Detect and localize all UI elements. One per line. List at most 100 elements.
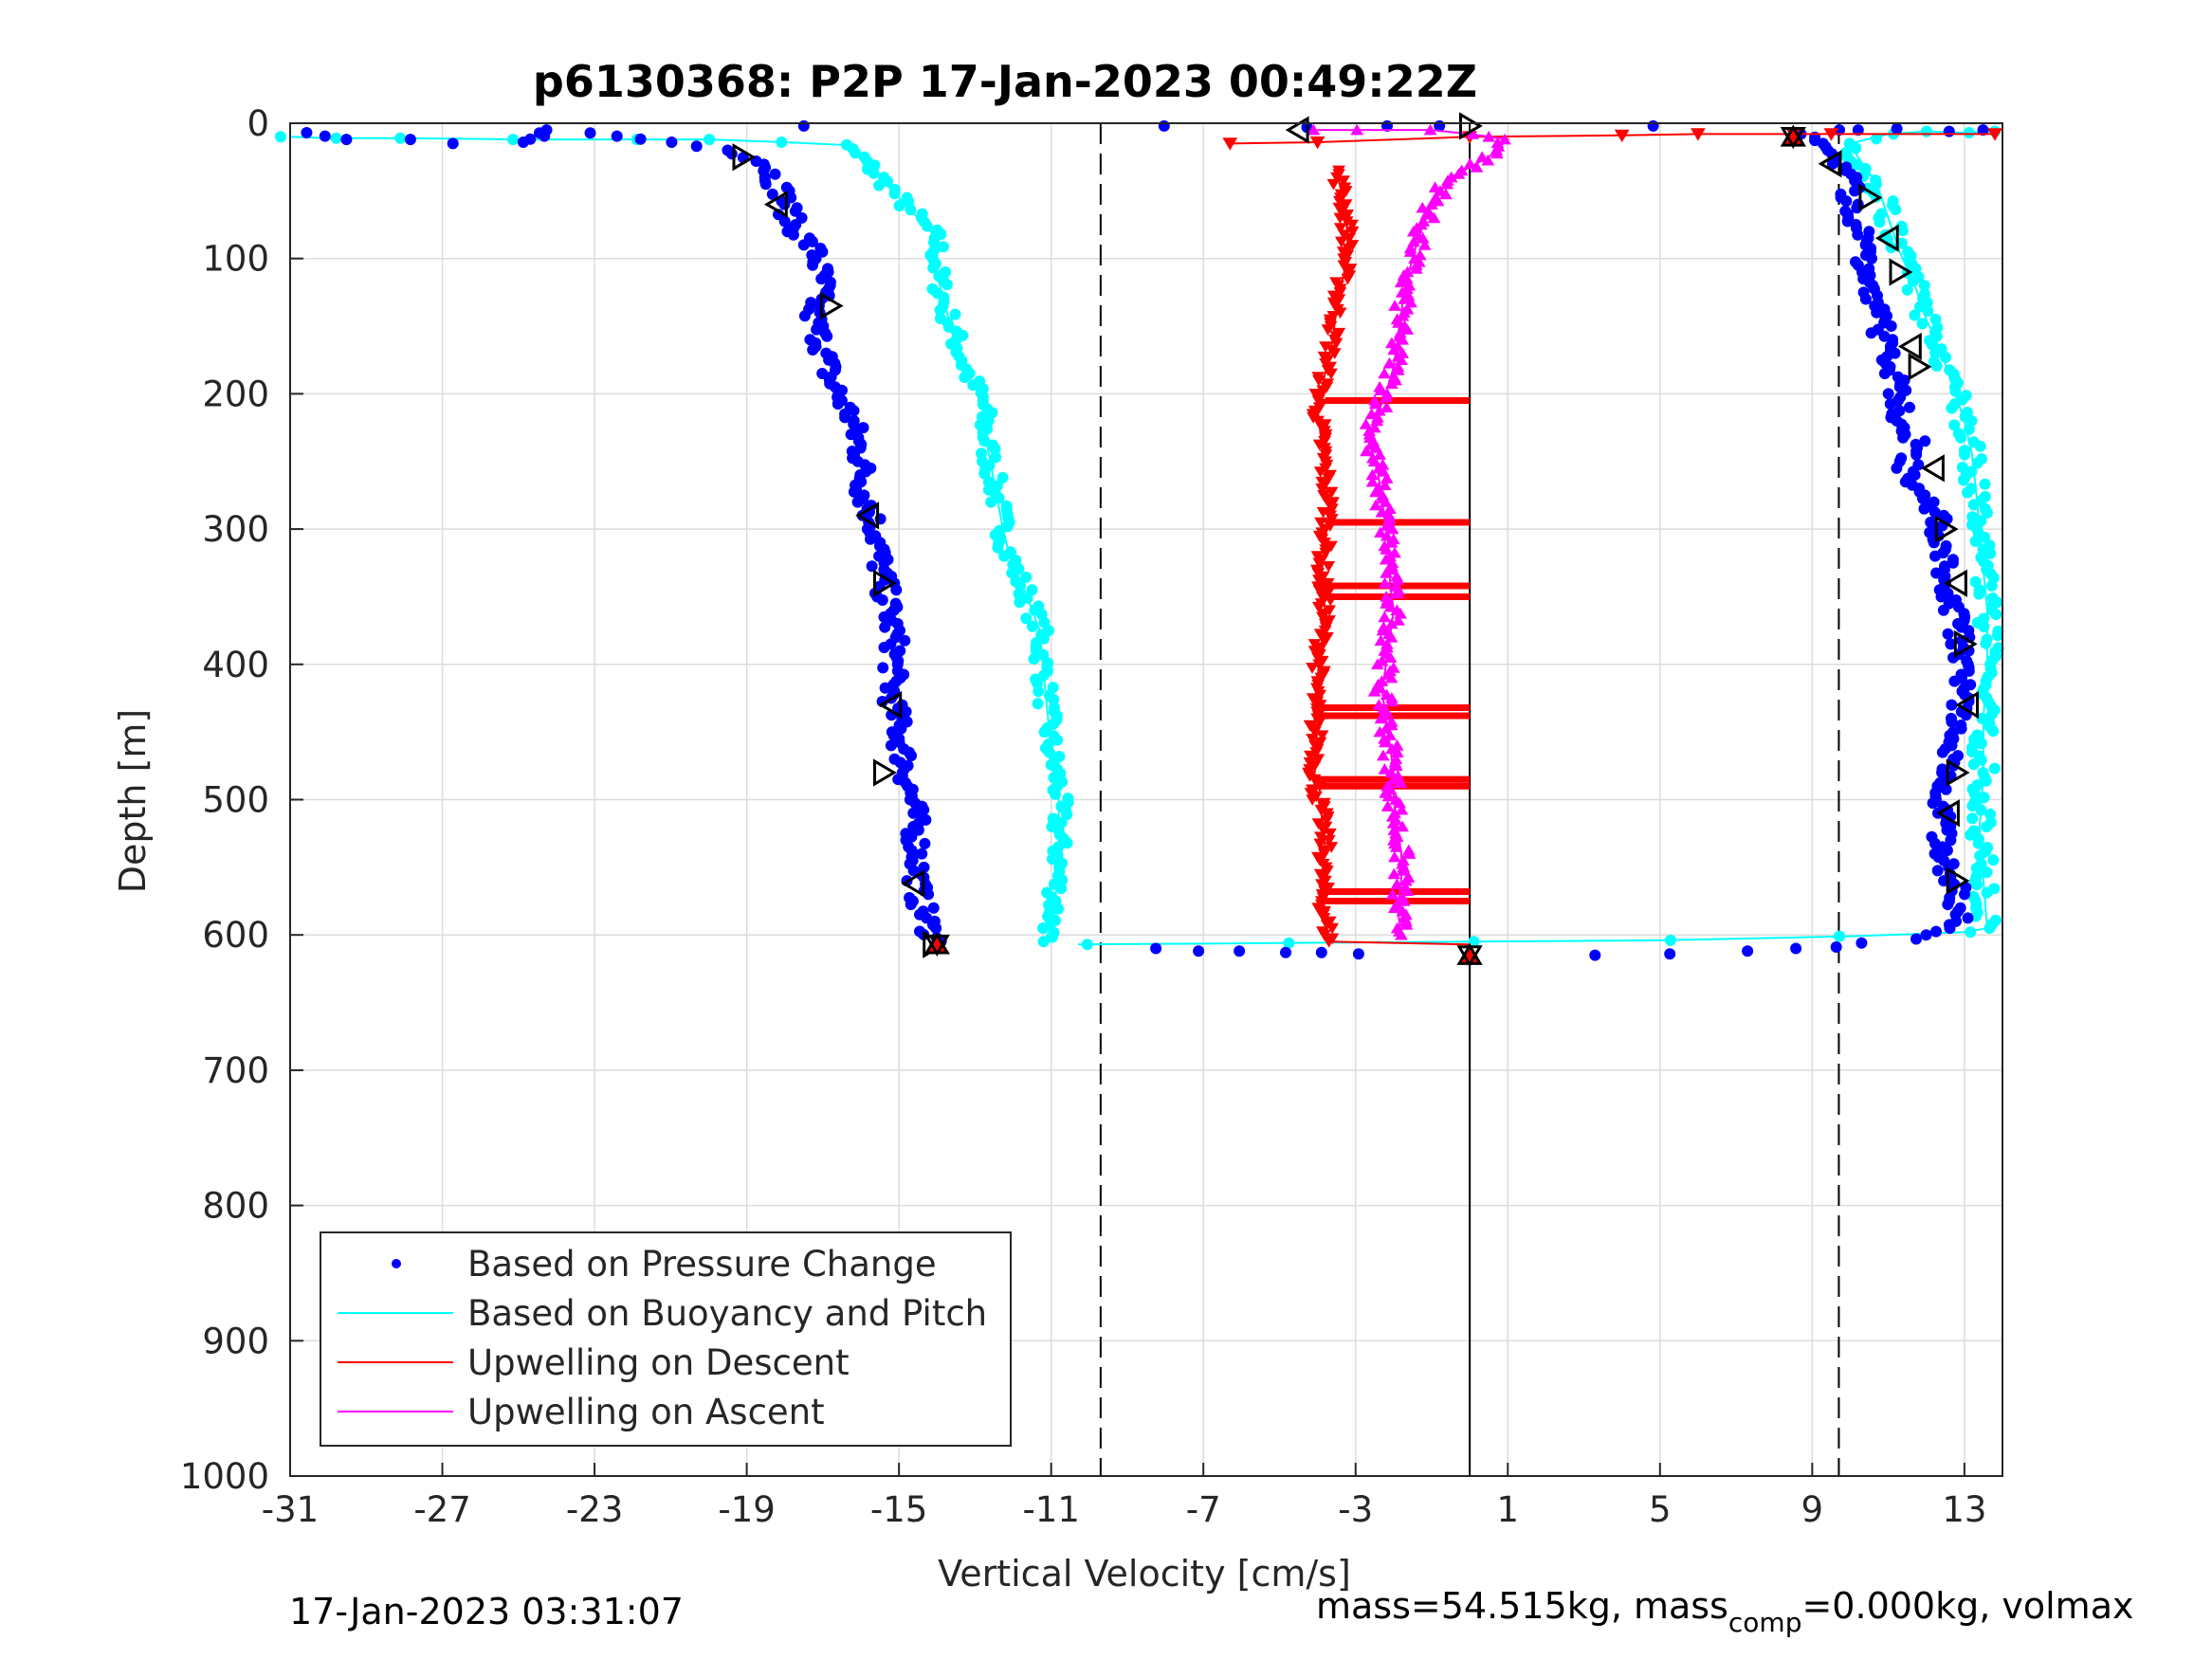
upwelling-ascent-marker: [1391, 364, 1405, 375]
x-tick-label: -23: [566, 1489, 623, 1530]
upwelling-ascent-marker: [1389, 841, 1403, 852]
y-tick-label: 400: [202, 645, 269, 685]
buoyancy-point: [868, 167, 880, 179]
upwelling-ascent-marker: [1396, 333, 1410, 345]
surface-marker-triangle: [1946, 866, 1970, 895]
upwelling-ascent-marker: [1481, 154, 1495, 166]
upwelling-ascent-marker: [1399, 919, 1414, 930]
x-tick-label: 9: [1801, 1489, 1824, 1530]
pressure-point: [1150, 942, 1162, 955]
buoyancy-point: [1982, 842, 1994, 853]
upwelling-ascent-marker: [1374, 384, 1387, 396]
pressure-point: [540, 124, 553, 137]
pressure-point: [301, 127, 313, 138]
pressure-point: [806, 235, 818, 247]
axis-ticks: -31 -27 -23 -19 -15 -11 -7 -3 1 5 9 130100200300400…: [180, 103, 1987, 1530]
upwelling-descent-marker: [1313, 466, 1327, 478]
buoyancy-point: [1967, 890, 1980, 902]
pressure-point: [725, 148, 738, 160]
buoyancy-point: [1026, 620, 1038, 632]
buoyancy-point: [1967, 825, 1980, 837]
buoyancy-point: [330, 132, 342, 144]
upwelling-ascent-marker: [1373, 448, 1387, 460]
surface-marker-triangle: [1858, 183, 1883, 212]
buoyancy-point: [941, 279, 953, 291]
surface-marker-triangle: [901, 869, 925, 898]
upwelling-ascent-marker: [1482, 130, 1496, 142]
upwelling-descent-marker: [1333, 223, 1347, 234]
buoyancy-point: [1965, 926, 1977, 939]
upwelling-ascent-marker: [1395, 803, 1409, 815]
upwelling-descent-marker: [1325, 503, 1339, 516]
buoyancy-point: [1840, 146, 1852, 158]
upwelling-ascent-marker: [1376, 749, 1390, 761]
buoyancy-point: [1061, 837, 1073, 849]
upwelling-ascent-marker: [1373, 725, 1387, 738]
upwelling-descent-marker: [1325, 922, 1339, 935]
buoyancy-point: [996, 471, 1009, 483]
buoyancy-point: [982, 476, 995, 488]
y-tick-label: 500: [202, 780, 269, 821]
pressure-point: [1193, 945, 1205, 957]
legend: Based on Pressure Change Based on Buoyanc…: [320, 1231, 1012, 1447]
upwelling-ascent-marker: [1392, 317, 1405, 328]
turnaround-marker-outline: [923, 934, 950, 957]
upwelling-ascent-marker: [1376, 624, 1390, 636]
buoyancy-point: [1909, 309, 1921, 321]
pressure-point: [1912, 459, 1925, 471]
pressure-point: [879, 621, 891, 633]
buoyancy-point: [1052, 902, 1064, 915]
legend-label: Upwelling on Descent: [467, 1342, 850, 1383]
upwelling-ascent-marker: [1365, 475, 1380, 487]
pressure-point: [1830, 941, 1842, 953]
x-tick-label: -27: [413, 1489, 470, 1530]
buoyancy-point: [1870, 174, 1882, 187]
x-tick-label: 1: [1496, 1489, 1519, 1530]
upwelling-ascent-marker: [1373, 682, 1387, 694]
pressure-point: [890, 584, 903, 596]
buoyancy-point: [1979, 478, 1991, 490]
buoyancy-point: [1978, 612, 1990, 625]
buoyancy-point: [1959, 445, 1970, 457]
pressure-point: [1315, 946, 1327, 958]
pressure-point: [1920, 929, 1932, 941]
upwelling-descent-marker: [1324, 594, 1338, 607]
buoyancy-point: [1919, 288, 1930, 301]
buoyancy-point: [1046, 931, 1058, 943]
pressure-point: [832, 398, 844, 410]
legend-box: [320, 1231, 1012, 1447]
buoyancy-point: [1984, 816, 1997, 829]
pressure-point: [1882, 388, 1894, 400]
upwelling-descent-marker: [1345, 226, 1360, 238]
buoyancy-point: [1037, 922, 1050, 935]
reference-lines: [1099, 123, 1840, 1476]
upwelling-ascent-marker: [1378, 367, 1391, 379]
buoyancy-point: [882, 175, 894, 188]
buoyancy-point: [850, 147, 862, 159]
pressure-point: [1930, 925, 1942, 938]
upwelling-ascent-marker: [1394, 776, 1408, 788]
mass-subscript: comp: [1728, 1607, 1802, 1638]
pressure-point: [1834, 124, 1845, 137]
buoyancy-point: [998, 550, 1011, 562]
buoyancy-point: [1967, 436, 1980, 448]
x-tick-label: -15: [870, 1489, 927, 1530]
buoyancy-point: [1944, 364, 1956, 376]
footer-timestamp: 17-Jan-2023 03:31:07: [289, 1591, 684, 1632]
pressure-point: [1840, 161, 1853, 173]
pressure-point: [1893, 405, 1906, 417]
surface-marker-triangle: [1889, 258, 1913, 286]
buoyancy-point: [1020, 612, 1033, 625]
upwelling-ascent-marker: [1374, 526, 1387, 538]
buoyancy-point: [927, 262, 940, 274]
upwelling-ascent-marker: [1378, 611, 1392, 623]
buoyancy-point: [1061, 809, 1073, 821]
upwelling-descent-marker: [1306, 794, 1320, 806]
pressure-point: [778, 215, 791, 228]
x-tick-label: -3: [1338, 1489, 1373, 1530]
upwelling-ascent-marker: [1386, 773, 1400, 785]
buoyancy-point: [1963, 127, 1975, 138]
pressure-point: [866, 560, 878, 573]
pressure-point: [1940, 539, 1952, 552]
y-tick-label: 800: [202, 1186, 269, 1227]
